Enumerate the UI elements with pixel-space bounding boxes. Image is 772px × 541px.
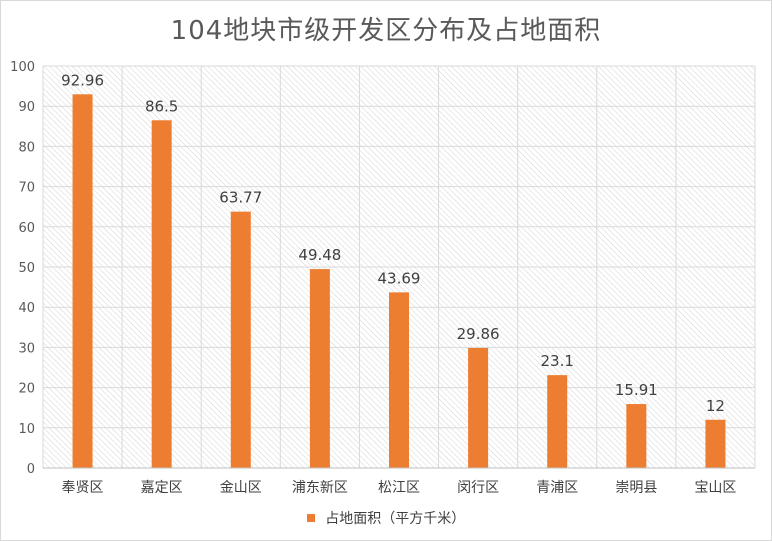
data-label: 23.1 bbox=[541, 352, 574, 370]
legend-label: 占地面积（平方千米） bbox=[325, 511, 466, 527]
x-tick-label: 奉贤区 bbox=[62, 480, 104, 496]
y-tick-label: 100 bbox=[10, 60, 35, 75]
data-label: 63.77 bbox=[219, 189, 262, 207]
bar bbox=[547, 375, 568, 468]
x-tick-label: 金山区 bbox=[220, 480, 262, 496]
data-label: 92.96 bbox=[61, 71, 104, 89]
y-tick-label: 90 bbox=[18, 100, 35, 115]
bar bbox=[705, 419, 726, 468]
data-label: 29.86 bbox=[457, 325, 500, 343]
bar bbox=[151, 120, 172, 469]
legend-swatch bbox=[306, 514, 315, 522]
bar bbox=[230, 211, 251, 468]
y-tick-label: 80 bbox=[18, 140, 35, 155]
data-label: 15.91 bbox=[615, 381, 658, 399]
data-label: 86.5 bbox=[145, 97, 178, 115]
y-tick-label: 20 bbox=[18, 382, 35, 397]
y-tick-label: 40 bbox=[18, 301, 35, 316]
legend: 占地面积（平方千米） bbox=[0, 508, 772, 528]
y-tick-label: 50 bbox=[18, 261, 35, 276]
bar bbox=[468, 347, 489, 468]
bar bbox=[626, 404, 647, 468]
chart-title: 104地块市级开发区分布及占地面积 bbox=[170, 16, 602, 46]
x-tick-label: 嘉定区 bbox=[141, 480, 183, 496]
y-tick-label: 30 bbox=[18, 341, 35, 356]
y-tick-label: 10 bbox=[18, 422, 35, 437]
x-tick-label: 崇明县 bbox=[615, 480, 657, 496]
bar bbox=[389, 292, 409, 468]
y-tick-label: 70 bbox=[18, 181, 35, 196]
data-label: 12 bbox=[706, 397, 725, 415]
data-label: 43.69 bbox=[378, 269, 421, 287]
data-label: 49.48 bbox=[298, 246, 341, 264]
y-tick-label: 60 bbox=[18, 221, 35, 236]
y-tick-label: 0 bbox=[27, 462, 35, 477]
x-tick-label: 宝山区 bbox=[694, 480, 736, 496]
bar bbox=[309, 269, 330, 468]
x-tick-label: 青浦区 bbox=[536, 480, 578, 496]
x-tick-label: 闵行区 bbox=[457, 480, 499, 496]
x-tick-label: 松江区 bbox=[378, 480, 420, 496]
bar bbox=[72, 94, 93, 469]
x-tick-label: 浦东新区 bbox=[292, 480, 348, 496]
